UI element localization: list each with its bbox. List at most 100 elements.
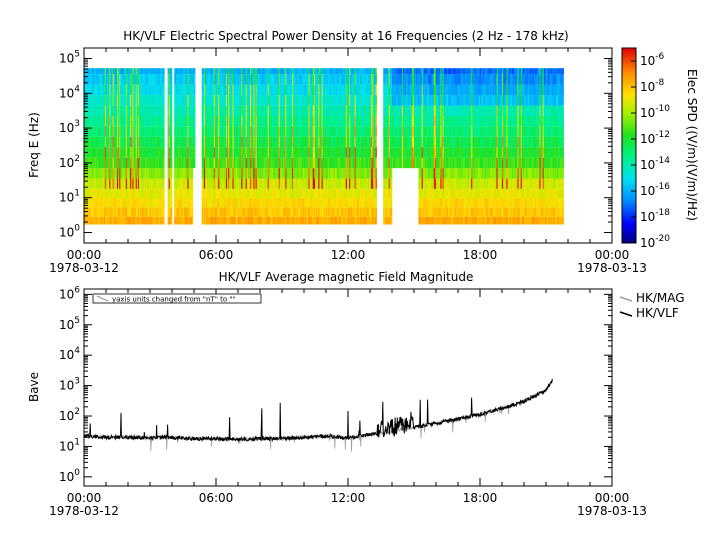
spectrogram-cell xyxy=(159,178,162,189)
spectrogram-cell xyxy=(134,126,136,137)
spectrogram-cell xyxy=(95,207,97,217)
spectrogram-cell xyxy=(230,68,232,75)
spectrogram-cell xyxy=(158,178,161,189)
spectrogram-cell xyxy=(93,84,96,96)
spectrogram-cell xyxy=(130,68,132,75)
spectrogram-cell xyxy=(179,147,182,158)
spectrogram-cell xyxy=(184,95,186,106)
spectrogram-cell xyxy=(109,198,111,208)
spectrogram-cell xyxy=(176,84,178,96)
spectrogram-cell xyxy=(151,68,153,75)
spectrogram-cell xyxy=(103,105,106,116)
spectrogram-cell xyxy=(232,74,234,85)
spectrogram-cell xyxy=(102,126,105,137)
spectrogram-cell xyxy=(90,147,92,158)
spectrogram-cell xyxy=(91,126,94,137)
spectrogram-cell xyxy=(88,178,90,189)
spectrogram-cell xyxy=(154,178,156,189)
spectrogram-cell xyxy=(151,84,153,96)
spectrogram-cell xyxy=(97,157,99,169)
spectrogram-cell xyxy=(133,115,135,127)
spectrogram-cell xyxy=(144,188,146,199)
spectrogram-cell xyxy=(249,168,251,179)
spectrogram-cell xyxy=(255,147,257,158)
spectrogram-cell xyxy=(240,216,242,225)
spectrogram-cell xyxy=(214,126,217,137)
spectrogram-cell xyxy=(113,178,116,189)
spectrogram-cell xyxy=(224,74,227,85)
spectrogram-cell xyxy=(130,105,132,116)
spectrogram-cell xyxy=(125,216,128,225)
spectrogram-cell xyxy=(85,178,87,189)
spectrogram-cell xyxy=(95,147,97,158)
spectrogram-cell xyxy=(156,216,158,225)
spectrogram-cell xyxy=(125,198,128,208)
spectrogram-cell xyxy=(142,126,144,137)
spectrogram-cell xyxy=(148,74,151,85)
spectrogram-cell xyxy=(255,84,257,96)
spectrogram-cell xyxy=(205,105,207,116)
spectrogram-cell xyxy=(110,68,112,75)
spectrogram-cell xyxy=(216,157,218,169)
spectrogram-cell xyxy=(213,147,216,158)
spectrogram-cell xyxy=(185,105,187,116)
spectrogram-cell xyxy=(106,136,108,148)
spectrogram-cell xyxy=(238,178,240,189)
spectrogram-cell xyxy=(210,126,212,137)
spectrogram-cell xyxy=(230,115,232,127)
spectrogram-cell xyxy=(133,198,135,208)
spectrogram-cell xyxy=(117,84,119,96)
spectrogram-cell xyxy=(122,84,124,96)
spectrogram-cell xyxy=(205,207,207,217)
spectrogram-cell xyxy=(158,188,161,199)
spectrogram-cell xyxy=(97,68,99,75)
spectrogram-cell xyxy=(219,115,221,127)
spectrogram-cell xyxy=(179,188,182,199)
spectrogram-cell xyxy=(233,105,235,116)
spectrogram-cell xyxy=(99,198,101,208)
spectrogram-cell xyxy=(243,136,245,148)
spectrogram-cell xyxy=(135,105,138,116)
spectrogram-cell xyxy=(137,157,140,169)
spectrogram-cell xyxy=(162,188,164,199)
spectrogram-cell xyxy=(202,207,205,217)
spectrogram-cell xyxy=(89,68,91,75)
spectrogram-cell xyxy=(104,136,107,148)
spectrogram-cell xyxy=(220,147,222,158)
spectrogram-cell xyxy=(223,74,226,85)
spectrogram-cell xyxy=(205,68,207,75)
spectrogram-cell xyxy=(223,95,226,106)
spectrogram-cell xyxy=(106,105,108,116)
spectrogram-cell xyxy=(141,74,143,85)
spectrogram-cell xyxy=(150,126,152,137)
spectrogram-cell xyxy=(141,115,143,127)
spectrogram-cell xyxy=(162,157,164,169)
spectrogram-cell xyxy=(143,74,145,85)
spectrogram-cell xyxy=(103,74,106,85)
spectrogram-cell xyxy=(220,207,222,217)
spectrogram-cell xyxy=(161,207,163,217)
spectrogram-cell xyxy=(211,126,213,137)
spectrogram-cell xyxy=(90,68,92,75)
spectrogram-cell xyxy=(185,157,187,169)
spectrogram-cell xyxy=(212,157,215,169)
spectrogram-cell xyxy=(235,216,238,225)
spectrogram-cell xyxy=(253,147,255,158)
spectrogram-cell xyxy=(132,126,134,137)
spectrogram-cell xyxy=(102,198,105,208)
spectrogram-cell xyxy=(115,84,118,96)
spectrogram-cell xyxy=(218,216,220,225)
spectrogram-cell xyxy=(223,178,226,189)
spectrogram-cell xyxy=(135,216,138,225)
spectrogram-cell xyxy=(110,207,112,217)
spectrogram-cell xyxy=(121,126,123,137)
spectrogram-cell xyxy=(143,105,145,116)
spectrogram-cell xyxy=(145,147,147,158)
spectrogram-cell xyxy=(118,178,120,189)
spectrogram-cell xyxy=(212,147,215,158)
spectrogram-cell xyxy=(194,68,196,75)
spectrogram-cell xyxy=(227,178,229,189)
spectrogram-cell xyxy=(121,188,123,199)
spectrogram-cell xyxy=(227,136,229,148)
spectrogram-cell xyxy=(219,126,221,137)
